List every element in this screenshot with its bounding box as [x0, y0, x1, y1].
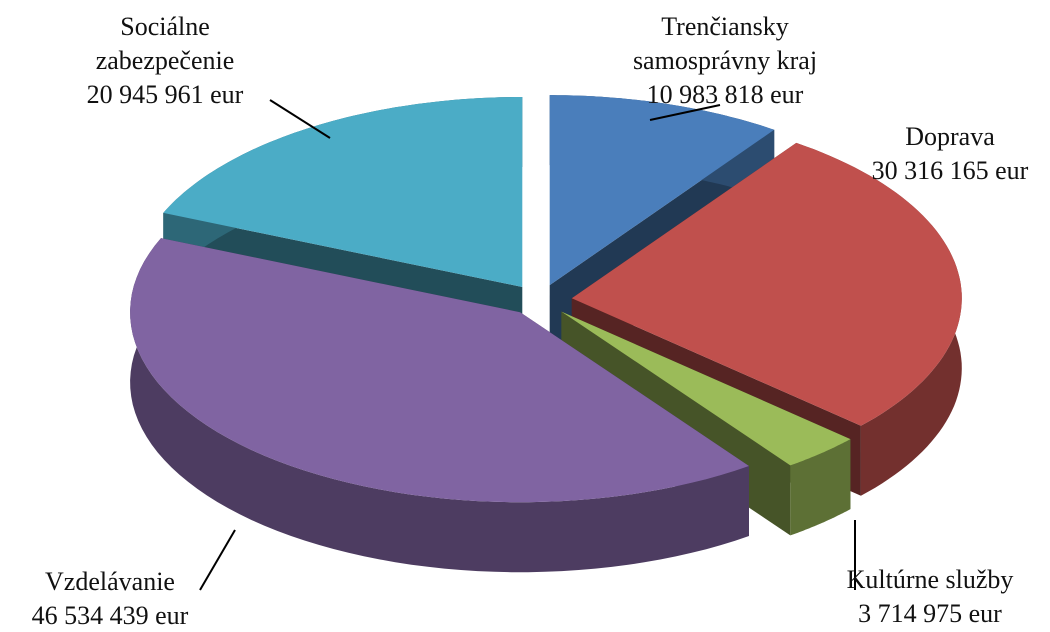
leader-lines [199, 99, 856, 591]
slice [130, 238, 750, 573]
category-label: Doprava [905, 122, 995, 151]
data-label: Sociálne zabezpečenie 20 945 961 eur [50, 10, 280, 112]
data-label: Kultúrne služby 3 714 975 eur [790, 563, 1050, 631]
slice [561, 311, 851, 466]
slice-wall [130, 238, 750, 573]
slice [163, 97, 523, 287]
value-label: 10 983 818 eur [646, 80, 804, 109]
slices [130, 95, 962, 573]
value-label: 46 534 439 eur [31, 601, 189, 630]
value-label: 3 714 975 eur [858, 599, 1002, 628]
data-label: Trenčiansky samosprávny kraj 10 983 818 e… [600, 10, 850, 112]
category-label: Kultúrne služby [846, 565, 1014, 594]
category-label: Sociálne zabezpečenie [95, 12, 235, 75]
slice-wall [790, 439, 851, 536]
value-label: 30 316 165 eur [871, 156, 1029, 185]
leader-line [269, 99, 331, 139]
leader-line [649, 104, 721, 121]
data-label: Doprava 30 316 165 eur [850, 120, 1050, 188]
category-label: Trenčiansky samosprávny kraj [632, 12, 818, 75]
value-label: 20 945 961 eur [86, 80, 244, 109]
slice [549, 95, 775, 286]
slice [571, 142, 962, 426]
leader-line [199, 529, 236, 591]
data-label: Vzdelávanie 46 534 439 eur [0, 565, 220, 632]
category-label: Vzdelávanie [45, 567, 175, 596]
slice [130, 238, 750, 503]
